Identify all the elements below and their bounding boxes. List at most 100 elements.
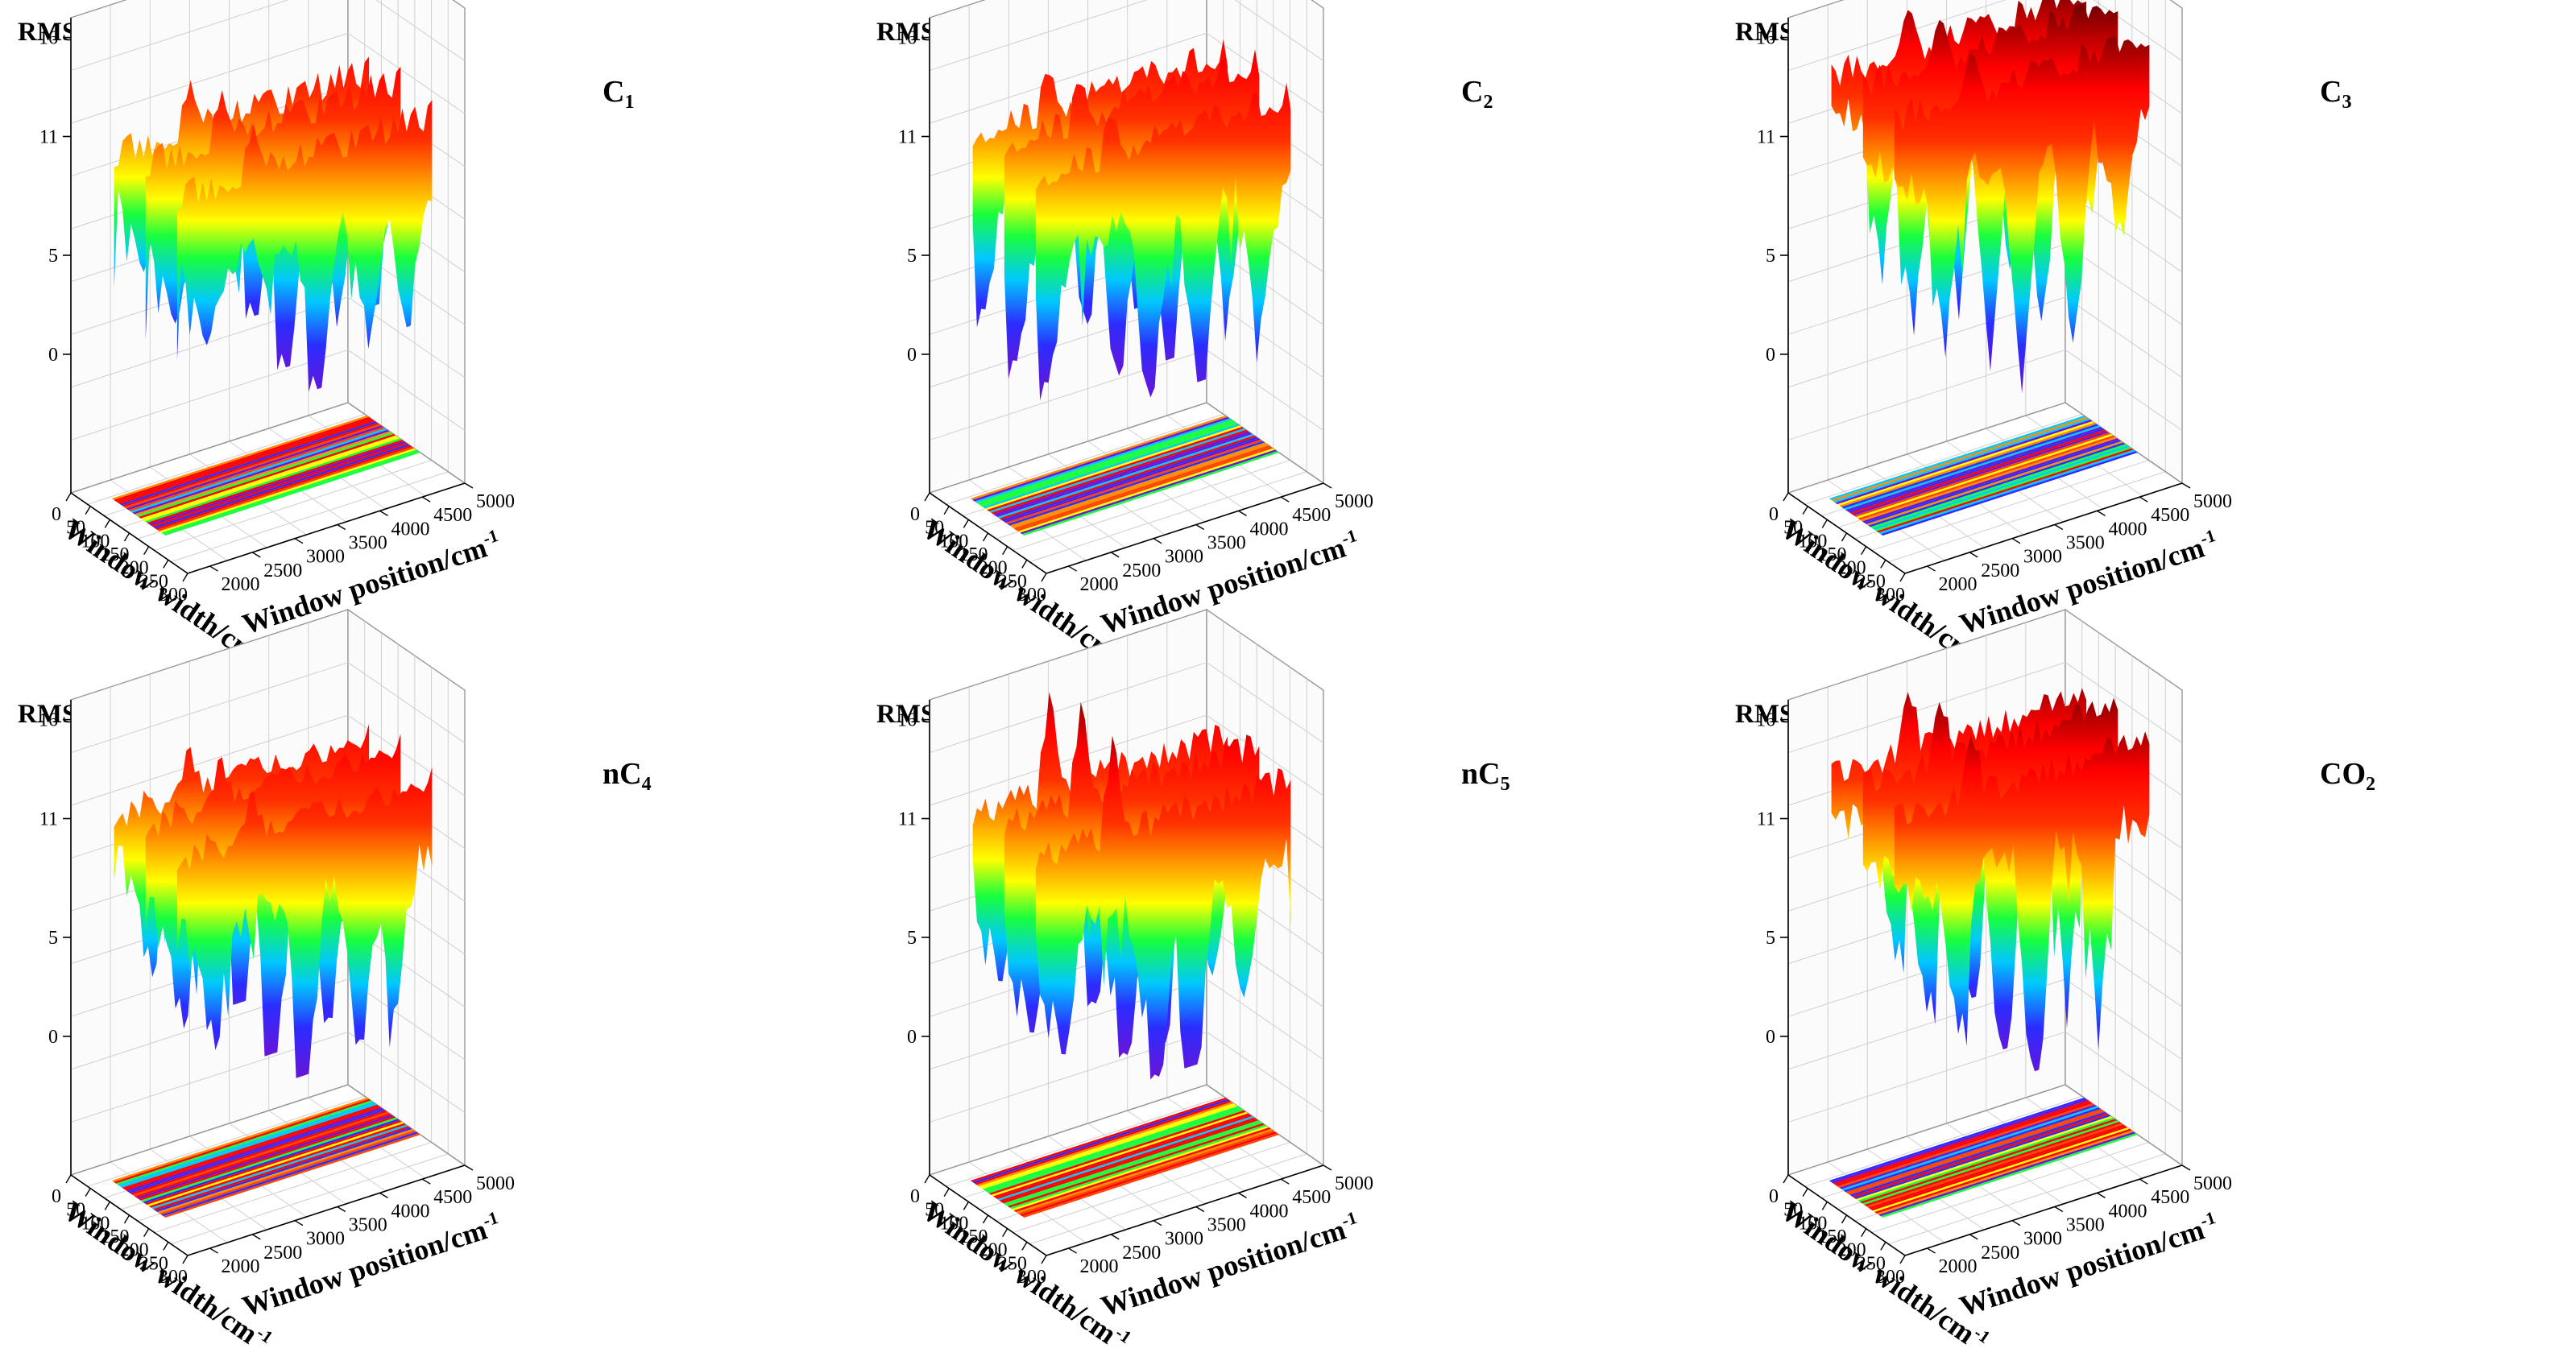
contour-stripe xyxy=(1837,1103,2095,1188)
contour-stripe xyxy=(163,451,420,536)
contour-stripe xyxy=(1878,1131,2136,1217)
contour-stripe xyxy=(118,420,375,505)
y-tick-label: 2000 xyxy=(1080,1256,1119,1277)
contour-stripe xyxy=(159,448,416,533)
contour-stripe xyxy=(991,429,1249,515)
x-tick-label: 300 xyxy=(1876,585,1905,606)
contour-stripe xyxy=(132,429,390,515)
contour-stripe xyxy=(147,440,404,524)
contour-stripe xyxy=(1021,1133,1279,1218)
z-tick-label: 11 xyxy=(898,809,917,830)
contour-stripe xyxy=(1839,1104,2097,1189)
panel-title-subscript: 5 xyxy=(1500,774,1510,795)
contour-stripe xyxy=(1016,1128,1274,1214)
x-tick-label: 150 xyxy=(101,1226,130,1247)
contour-stripe xyxy=(972,1098,1230,1184)
z-tick-label: 16 xyxy=(1756,28,1775,49)
y-tick-label: 2500 xyxy=(263,560,302,581)
contour-stripe xyxy=(1833,418,2090,503)
contour-stripe xyxy=(1880,1133,2138,1218)
contour-stripe xyxy=(997,1116,1255,1201)
floor-contour-map xyxy=(970,416,1279,536)
contour-stripe xyxy=(995,432,1253,518)
contour-stripe xyxy=(1016,446,1274,532)
y-tick-label: 4500 xyxy=(1292,1187,1331,1208)
contour-stripe xyxy=(1851,1113,2109,1198)
contour-stripe xyxy=(978,1103,1236,1188)
y-tick-label: 2500 xyxy=(1122,1243,1161,1264)
contour-stripe xyxy=(1876,1130,2134,1215)
contour-stripe xyxy=(1851,431,2109,516)
contour-stripe xyxy=(1835,420,2093,505)
contour-stripe xyxy=(1872,1127,2130,1212)
surface-ribbon xyxy=(1035,735,1291,1080)
contour-stripe xyxy=(1868,1124,2126,1210)
x-tick-label: 300 xyxy=(159,1267,188,1288)
y-tick-label: 4000 xyxy=(1250,519,1289,540)
x-tick-label: 200 xyxy=(1837,1240,1866,1261)
y-tick-label: 3000 xyxy=(2023,547,2062,568)
y-tick-label: 2000 xyxy=(1080,574,1119,595)
y-tick-label: 4000 xyxy=(391,1201,430,1222)
x-tick-label: 150 xyxy=(1818,544,1847,565)
panel-title: CO2 xyxy=(2320,756,2375,796)
x-tick-label: 50 xyxy=(925,1200,944,1221)
contour-stripe xyxy=(153,444,411,529)
contour-stripe xyxy=(976,1102,1234,1187)
y-tick-label: 4500 xyxy=(2151,1187,2189,1208)
contour-stripe xyxy=(1849,1111,2107,1197)
panel-title-base: C xyxy=(2320,75,2342,109)
panel-title-base: C xyxy=(1461,75,1484,109)
x-tick-label: 50 xyxy=(66,518,85,539)
panel-title: nC4 xyxy=(603,756,652,796)
contour-stripe xyxy=(130,428,387,513)
y-tick-label: 3000 xyxy=(306,547,345,568)
x-tick-label: 150 xyxy=(959,544,988,565)
contour-stripe xyxy=(978,421,1236,506)
panel-c2: RMSECV/%C2051116050100150200250300200025… xyxy=(859,0,1717,682)
contour-stripe xyxy=(1843,1107,2101,1193)
contour-stripe xyxy=(1020,449,1278,535)
contour-stripe xyxy=(1853,432,2111,518)
contour-stripe xyxy=(997,434,1255,519)
contour-stripe xyxy=(1870,1126,2128,1211)
contour-stripe xyxy=(1864,1122,2122,1206)
contour-stripe xyxy=(1843,425,2101,511)
contour-stripe xyxy=(1866,1123,2123,1208)
x-tick-label: 150 xyxy=(959,1226,988,1247)
contour-stripe xyxy=(1009,1124,1267,1210)
contour-stripe xyxy=(128,427,386,511)
contour-stripe xyxy=(1849,429,2107,515)
z-tick-label: 11 xyxy=(1757,127,1775,148)
contour-stripe xyxy=(992,431,1250,516)
contour-stripe xyxy=(126,1107,383,1193)
y-tick-label: 5000 xyxy=(2193,1173,2232,1194)
contour-stripe xyxy=(155,445,412,530)
contour-stripe xyxy=(1017,448,1275,533)
panel-title-subscript: 2 xyxy=(2366,774,2375,795)
contour-stripe xyxy=(1001,436,1259,522)
contour-stripe xyxy=(144,438,402,523)
contour-stripe xyxy=(1005,440,1263,524)
y-tick-label: 5000 xyxy=(476,491,515,512)
y-tick-label: 2500 xyxy=(263,1243,302,1264)
surface-ribbon xyxy=(1894,35,2150,394)
panel-nc5: RMSECV/%nC505111605010015020025030020002… xyxy=(859,608,1717,1364)
contour-stripe xyxy=(1001,1119,1259,1204)
contour-stripe xyxy=(1841,1106,2099,1191)
surface-ribbon xyxy=(176,100,433,392)
surface-ribbon xyxy=(176,767,433,1078)
z-tick-label: 5 xyxy=(48,928,58,949)
x-tick-label: 300 xyxy=(1017,585,1046,606)
y-tick-label: 3000 xyxy=(1165,1229,1203,1250)
contour-stripe xyxy=(1845,427,2103,511)
y-tick-label: 3500 xyxy=(1207,533,1246,554)
z-tick-label: 11 xyxy=(39,127,58,148)
panel-title: nC5 xyxy=(1461,756,1510,796)
floor-contour-map xyxy=(111,1098,420,1218)
contour-stripe xyxy=(119,1103,378,1188)
